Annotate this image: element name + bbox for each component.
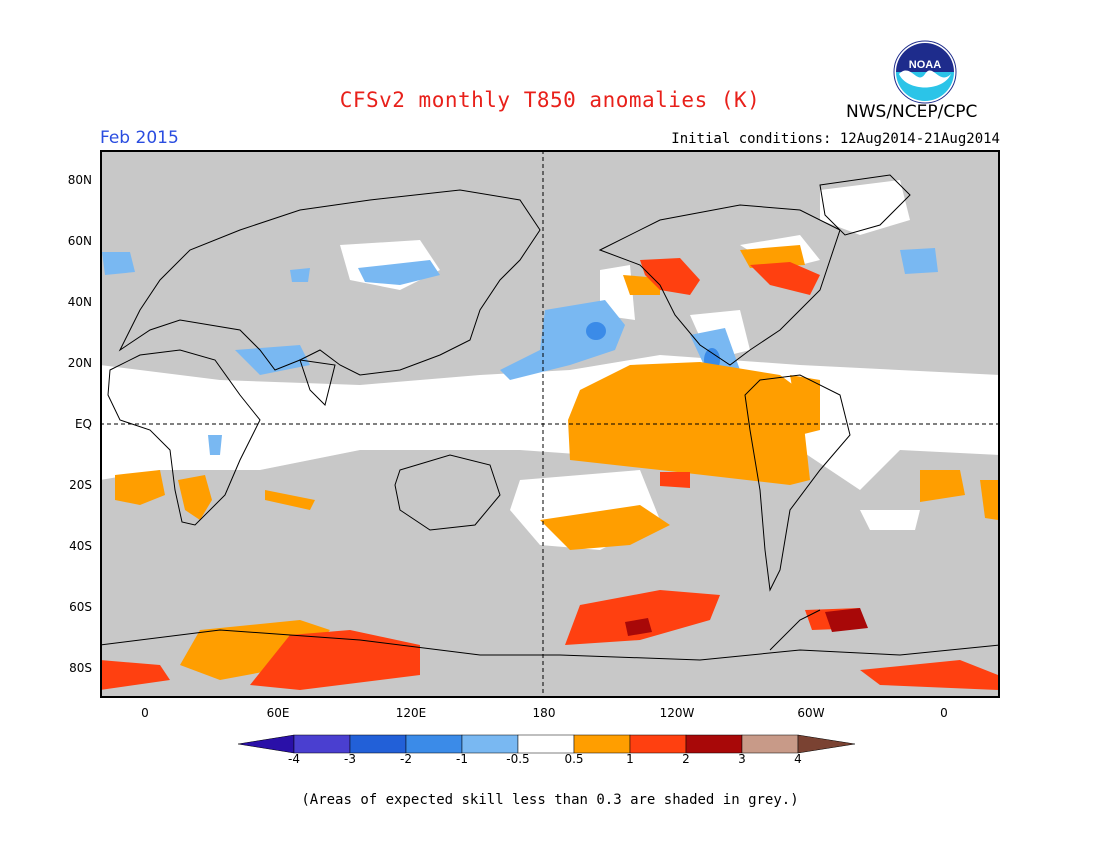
colorbar-tick-label: 0.5: [564, 752, 584, 766]
map-frame: [100, 150, 1000, 698]
colorbar-cell: [238, 734, 295, 754]
lon-label: 0: [940, 706, 948, 720]
lat-label: 20S: [69, 478, 92, 492]
colorbar-tick-label: -0.5: [506, 752, 530, 766]
forecast-period: Feb 2015: [100, 128, 179, 148]
agency-label: NWS/NCEP/CPC: [846, 102, 978, 122]
colorbar-cell: [405, 734, 463, 754]
colorbar-cell: [461, 734, 519, 754]
lon-label: 0: [141, 706, 149, 720]
lat-label: 60N: [67, 234, 92, 248]
lon-label: 60E: [266, 706, 290, 720]
colorbar-cell: [573, 734, 631, 754]
lat-label: 40N: [67, 295, 92, 309]
colorbar-cell: [293, 734, 351, 754]
colorbar-cell: [629, 734, 687, 754]
lat-label: EQ: [74, 417, 92, 431]
lon-label: 120W: [659, 706, 695, 720]
logo-text: NOAA: [909, 59, 941, 71]
coastlines: [100, 174, 1000, 661]
warm-anomaly-moderate: [100, 258, 998, 690]
lat-label: 80N: [67, 173, 92, 187]
colorbar-tick-label: 4: [794, 752, 802, 766]
initial-conditions: Initial conditions: 12Aug2014-21Aug2014: [671, 131, 1000, 147]
chart-title: CFSv2 monthly T850 anomalies (K): [339, 88, 761, 112]
lon-label: 120E: [395, 706, 427, 720]
color-scale-bar: [238, 734, 856, 754]
colorbar-cell: [517, 734, 575, 754]
lon-label: 60W: [797, 706, 825, 720]
noaa-logo: NOAA: [893, 40, 957, 104]
colorbar-tick-label: -1: [456, 752, 468, 766]
lat-label: 40S: [69, 539, 92, 553]
lat-label: 60S: [69, 600, 92, 614]
colorbar-tick-label: 2: [682, 752, 690, 766]
anomaly-map: [100, 150, 1000, 698]
colorbar-tick-label: 3: [738, 752, 746, 766]
colorbar-tick-label: -4: [288, 752, 300, 766]
colorbar-cell: [349, 734, 407, 754]
warm-anomaly-strong: [625, 608, 868, 636]
colorbar-tick-label: 1: [626, 752, 634, 766]
colorbar-tick-label: -3: [344, 752, 356, 766]
skill-footnote: (Areas of expected skill less than 0.3 a…: [301, 792, 799, 808]
lat-label: 20N: [67, 356, 92, 370]
colorbar-cell: [741, 734, 799, 754]
lon-label: 180: [532, 706, 556, 720]
colorbar-tick-label: -2: [400, 752, 412, 766]
colorbar-cell: [797, 734, 856, 754]
lat-label: 80S: [69, 661, 92, 675]
colorbar-cell: [685, 734, 743, 754]
